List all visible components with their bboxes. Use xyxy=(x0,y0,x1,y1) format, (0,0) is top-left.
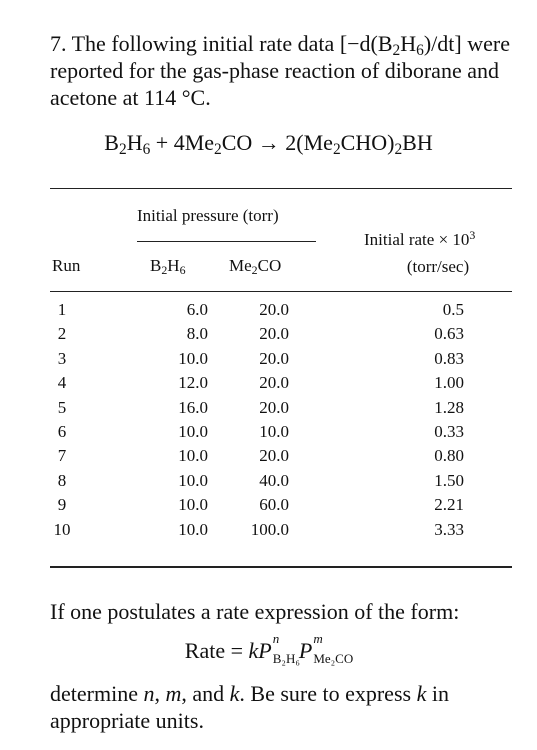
table-bottom-rule xyxy=(50,566,512,568)
run-cell: 7 xyxy=(57,446,67,466)
product: 2(Me2CHO)2BH xyxy=(285,130,433,158)
b2h6-cell: 16.0 xyxy=(178,397,208,417)
me2co-cell: 20.0 xyxy=(259,324,289,344)
table-row: 9 10.0 60.0 2.21 xyxy=(0,495,537,519)
me2co-cell: 20.0 xyxy=(259,397,289,417)
b2h6-cell: 8.0 xyxy=(186,324,208,344)
table-top-rule xyxy=(50,188,512,189)
table-row: 5 16.0 20.0 1.28 xyxy=(0,398,537,422)
initial-pressure-header: Initial pressure (torr) xyxy=(137,206,279,225)
initial-rate-header: Initial rate × 103 xyxy=(364,228,476,249)
b2h6-column-header: B2H6 xyxy=(150,256,186,277)
b2h6-cell: 10.0 xyxy=(178,470,208,490)
run-cell: 3 xyxy=(57,348,67,368)
run-cell: 9 xyxy=(57,495,67,515)
run-cell: 2 xyxy=(57,324,67,344)
rate-law-diborane-term: nB₂H₆B₂H₆ xyxy=(272,631,300,666)
me2co-cell: 40.0 xyxy=(259,470,289,490)
reaction-equation: B2H6 + 4Me2CO → 2(Me2CHO)2BH xyxy=(104,130,433,158)
table-row: 1 6.0 20.0 0.5 xyxy=(0,300,537,324)
me2co-cell: 20.0 xyxy=(259,373,289,393)
b2h6-cell: 6.0 xyxy=(186,300,208,319)
rate-cell: 1.28 xyxy=(434,397,464,417)
rate-cell: 0.63 xyxy=(434,324,464,344)
reaction-arrow: → xyxy=(252,130,286,155)
b2h6-cell: 10.0 xyxy=(178,446,208,466)
me2co-cell: 20.0 xyxy=(259,348,289,368)
reactant-acetone: 4Me2CO xyxy=(173,130,253,158)
reactant-diborane: B2H6 xyxy=(104,130,151,158)
pressure-spanner-rule xyxy=(137,241,316,242)
b2h6-cell: 10.0 xyxy=(178,421,208,441)
me2co-cell: 20.0 xyxy=(259,446,289,466)
table-row: 4 12.0 20.0 1.00 xyxy=(0,373,537,397)
run-cell: 5 xyxy=(57,397,67,417)
table-row: 6 10.0 10.0 0.33 xyxy=(0,422,537,446)
table-header-rule xyxy=(50,291,512,292)
rate-law-acetone-term: mMe₂COMe₂CO xyxy=(313,631,354,666)
rate-cell: 1.50 xyxy=(434,470,464,490)
rate-cell: 0.5 xyxy=(442,300,464,319)
run-cell: 1 xyxy=(57,300,67,319)
run-cell: 10 xyxy=(53,519,71,539)
table-row: 2 8.0 20.0 0.63 xyxy=(0,324,537,348)
problem-statement: 7. The following initial rate data [−d(B… xyxy=(50,31,510,110)
run-cell: 8 xyxy=(57,470,67,490)
table-body: 1 6.0 20.0 0.5 2 8.0 20.0 0.63 3 10.0 20.0 0.83 4 12.… xyxy=(0,300,537,544)
rate-definition: [−d(B2H6)/dt] xyxy=(339,31,462,59)
rate-cell: 2.21 xyxy=(434,495,464,515)
me2co-column-header: Me2CO xyxy=(229,256,282,277)
b2h6-cell: 10.0 xyxy=(178,519,208,539)
rate-cell: 0.80 xyxy=(434,446,464,466)
table-row: 8 10.0 40.0 1.50 xyxy=(0,471,537,495)
postulate-text: If one postulates a rate expression of t… xyxy=(50,599,460,624)
rate-cell: 3.33 xyxy=(434,519,464,539)
table-row: 10 10.0 100.0 3.33 xyxy=(0,520,537,544)
problem-number: 7. xyxy=(50,31,67,56)
b2h6-cell: 10.0 xyxy=(178,495,208,515)
run-cell: 4 xyxy=(57,373,67,393)
determine-text: determine n, m, and k. Be sure to expres… xyxy=(50,681,449,733)
rate-units-header: (torr/sec) xyxy=(406,257,470,276)
run-cell: 6 xyxy=(57,421,67,441)
run-column-header: Run xyxy=(52,256,81,275)
me2co-cell: 10.0 xyxy=(259,421,289,441)
b2h6-cell: 12.0 xyxy=(178,373,208,393)
rate-cell: 1.00 xyxy=(434,373,464,393)
rate-cell: 0.33 xyxy=(434,421,464,441)
b2h6-cell: 10.0 xyxy=(178,348,208,368)
rate-law-equation: Rate = kPnB₂H₆B₂H₆PmMe₂COMe₂CO xyxy=(184,631,354,666)
me2co-cell: 20.0 xyxy=(259,300,289,319)
me2co-cell: 60.0 xyxy=(259,495,289,515)
table-row: 3 10.0 20.0 0.83 xyxy=(0,349,537,373)
me2co-cell: 100.0 xyxy=(250,519,289,539)
table-row: 7 10.0 20.0 0.80 xyxy=(0,446,537,470)
rate-cell: 0.83 xyxy=(434,348,464,368)
